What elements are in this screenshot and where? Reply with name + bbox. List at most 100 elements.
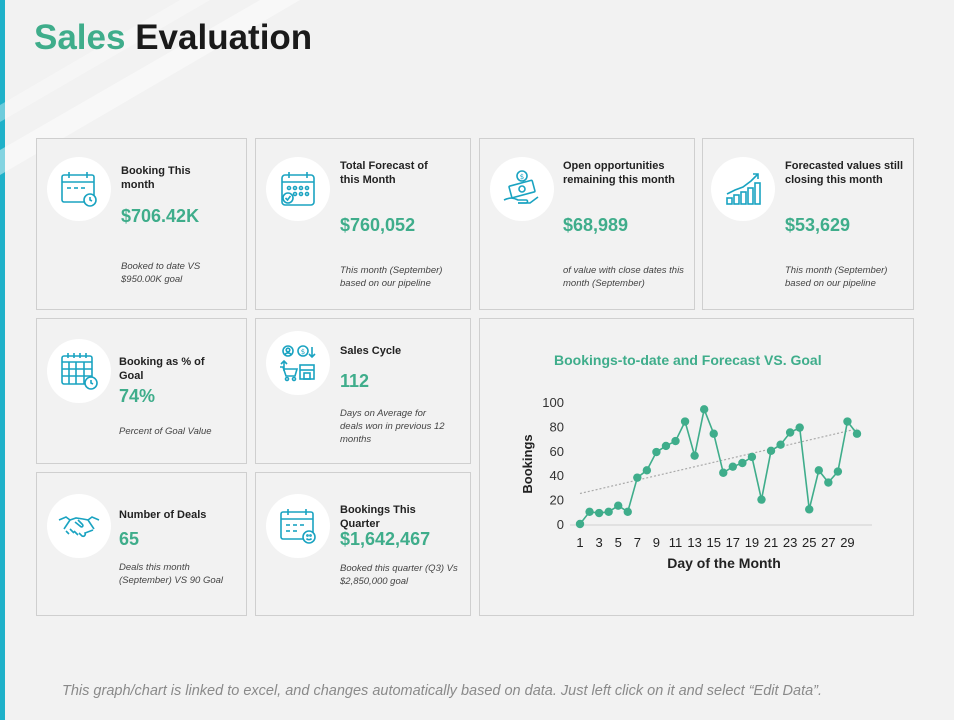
kpi-value: 65 [119,529,140,549]
data-point [661,441,671,451]
kpi-value: 112 [340,371,370,391]
kpi-label: Open opportunities remaining this month [563,160,675,186]
kpi-note: Percent of Goal Value [119,426,212,437]
kpi-note: Booked this quarter (Q3) Vs $2,850,000 g… [340,563,458,587]
kpi-label: Booking This month [121,165,191,191]
data-point [575,519,585,529]
chart-card: Bookings-to-date and Forecast VS. Goal 0… [479,318,914,616]
footer-note: This graph/chart is linked to excel, and… [62,683,823,699]
kpi-note: Days on Average for deals won in previou… [340,408,445,445]
x-tick-label: 17 [726,535,740,550]
money-hand-icon: $ [490,157,554,221]
data-point [680,417,690,426]
kpi-card-number-of-deals: Number of Deals 65 Deals this month (Sep… [36,472,247,616]
kpi-value: $760,052 [340,215,416,235]
handshake-icon [47,494,111,558]
kpi-value: 74% [119,386,156,406]
x-axis-title: Day of the Month [667,555,781,571]
page-title: Sales Evaluation [34,18,312,58]
kpi-value: $1,642,467 [340,529,431,549]
x-tick-label: 11 [669,535,683,550]
x-tick-label: 7 [634,535,641,550]
kpi-label: Booking as % of Goal [119,356,205,382]
data-point [709,429,718,438]
sales-cycle-icon: $ [266,331,330,395]
right-frame-bar [954,0,960,720]
x-tick-label: 15 [706,535,720,550]
title-word-sales: Sales [34,18,126,57]
kpi-note: This month (September) based on our pipe… [785,265,888,289]
kpi-card-bookings-this-quarter: Bookings This Quarter $1,642,467 Booked … [255,472,471,616]
kpi-label: Total Forecast of this Month [340,160,428,186]
x-tick-label: 23 [783,535,797,550]
data-point [719,468,728,477]
data-point [776,440,785,449]
svg-text:$: $ [301,348,305,356]
kpi-note: Deals this month (September) VS 90 Goal [119,562,224,586]
kpi-note: of value with close dates this month (Se… [563,265,684,289]
kpi-card-open-opportunities: $ Open opportunities remaining this mont… [479,138,695,310]
data-point [585,507,594,516]
x-tick-label: 9 [653,535,660,550]
kpi-label: Sales Cycle [340,345,402,357]
kpi-value: $706.42K [121,206,200,226]
data-point [747,452,757,462]
kpi-label: Number of Deals [119,509,207,521]
y-tick-label: 100 [542,395,564,410]
kpi-note: Booked to date VS $950.00K goal [121,261,201,285]
data-point [699,405,709,414]
calendar-quarter-icon [266,494,330,558]
kpi-note: This month (September) based on our pipe… [340,265,443,289]
data-point [652,447,661,457]
y-tick-label: 0 [557,517,564,532]
calendar-grid-icon [47,339,111,403]
data-point [757,495,766,504]
data-point [690,451,699,460]
kpi-label: Bookings This Quarter [340,504,416,530]
calendar-clock-icon [47,157,111,221]
data-point [642,466,652,475]
x-tick-label: 1 [576,535,583,550]
growth-chart-icon [711,157,775,221]
kpi-card-booking-percent-goal: Booking as % of Goal 74% Percent of Goal… [36,318,247,464]
y-tick-label: 40 [550,468,564,483]
x-tick-label: 21 [764,535,778,550]
data-point [594,508,604,518]
calendar-check-icon [266,157,330,221]
data-point [785,428,795,437]
x-tick-label: 3 [595,535,602,550]
x-tick-label: 29 [840,535,854,550]
data-point [766,446,776,455]
data-point [728,462,738,471]
kpi-card-booking-this-month: Booking This month $706.42K Booked to da… [36,138,247,310]
x-tick-label: 19 [745,535,759,550]
kpi-value: $53,629 [785,215,851,235]
title-word-evaluation: Evaluation [135,18,313,57]
x-tick-label: 25 [802,535,816,550]
data-point [604,507,613,516]
y-tick-label: 60 [550,444,564,459]
trend-line [579,428,858,495]
data-point [852,429,862,438]
data-point [633,473,642,482]
y-axis-title: Bookings [520,434,535,493]
kpi-value: $68,989 [563,215,629,235]
kpi-card-forecasted-values: Forecasted values still closing this mon… [702,138,914,310]
data-point [671,436,680,446]
chart-title: Bookings-to-date and Forecast VS. Goal [554,352,822,368]
x-tick-label: 27 [821,535,835,550]
y-tick-label: 20 [550,493,564,508]
data-point [738,458,747,468]
left-accent-bar [0,0,5,720]
x-tick-label: 13 [687,535,701,550]
data-point [843,417,852,426]
svg-text:$: $ [520,173,524,181]
data-point [795,423,804,432]
data-point [614,501,623,510]
data-point [824,478,833,487]
data-point [623,507,632,516]
kpi-card-sales-cycle: $ Sales Cycle 112 Days on Average for de… [255,318,471,464]
x-tick-label: 5 [615,535,622,550]
y-tick-label: 80 [550,419,564,434]
